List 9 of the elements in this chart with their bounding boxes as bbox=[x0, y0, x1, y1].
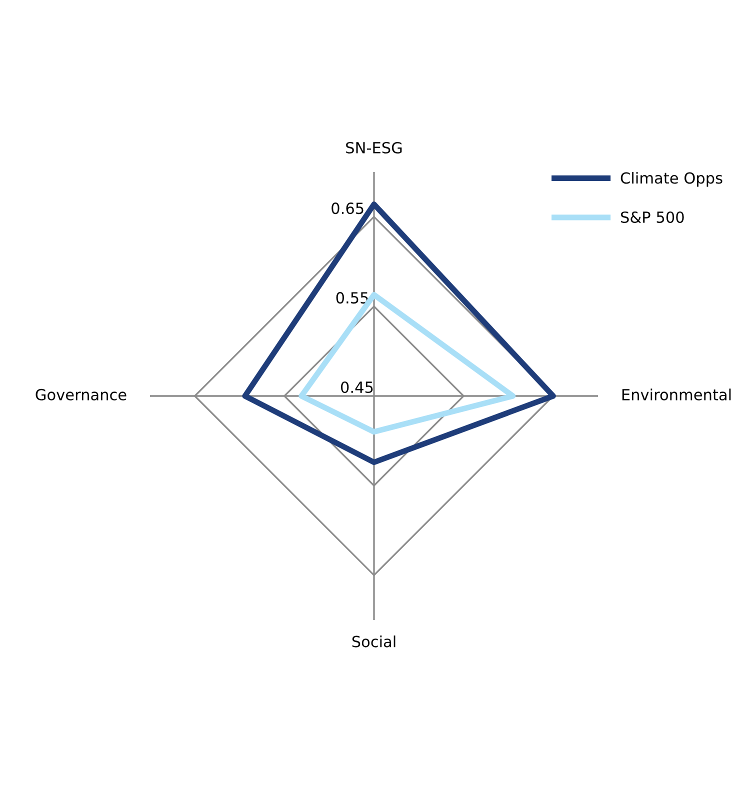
spoke-label: Social bbox=[352, 636, 396, 648]
spoke-label: Environmental bbox=[622, 388, 731, 400]
legend-label: S&P 500 bbox=[621, 211, 684, 224]
spoke-label: SN-ESG bbox=[346, 142, 402, 154]
y-tick-label: 0.45 bbox=[340, 381, 373, 394]
y-tick-label: 0.55 bbox=[336, 292, 368, 304]
legend-label: Climate Opps bbox=[620, 172, 722, 187]
y-tick-label: 0.65 bbox=[332, 202, 364, 214]
spoke-label: Governance bbox=[36, 388, 126, 400]
